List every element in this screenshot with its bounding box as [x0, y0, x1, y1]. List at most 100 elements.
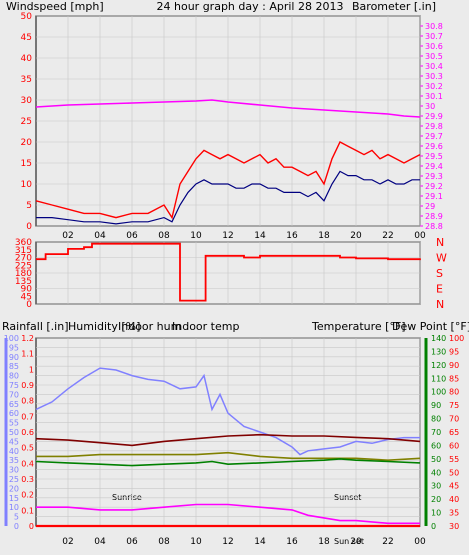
temperature-line — [35, 458, 421, 467]
sunset-axis-label: Sun set — [334, 537, 364, 546]
windspeed-tick-label: 10 — [21, 180, 33, 190]
barometer-tick-label: 29.9 — [425, 112, 443, 121]
humidity-tick-label: 70 — [9, 390, 19, 399]
rain-tick-label: 0.1 — [21, 506, 34, 515]
rain-tick-label: 0 — [29, 522, 34, 531]
barometer-tick-label: 28.8 — [425, 222, 443, 231]
temperature-tick-label: 110 — [431, 374, 446, 383]
bottom-x-tick-label: 06 — [126, 537, 138, 547]
x-tick-label: 20 — [350, 231, 362, 241]
winddir-minor-label: 225 — [15, 261, 32, 271]
temperature-tick-label: 140 — [431, 334, 446, 343]
humidity-tick-label: 95 — [9, 343, 19, 352]
humidity-tick-label: 50 — [9, 428, 19, 437]
humidity-tick-label: 45 — [9, 437, 19, 446]
barometer-tick-label: 30.2 — [425, 82, 443, 91]
humidity-tick-label: 10 — [9, 503, 19, 512]
winddir-minor-label: 135 — [15, 277, 32, 287]
barometer-tick-label: 29.7 — [425, 132, 443, 141]
dewpoint-tick-label: 100 — [449, 334, 464, 343]
rain-tick-label: 0.2 — [21, 491, 34, 500]
bottom-x-tick-label: 22 — [382, 537, 393, 547]
legend-indoor-temp: Indoor temp — [172, 320, 239, 333]
bottom-x-tick-label: 02 — [62, 537, 73, 547]
barometer-tick-label: 30.3 — [425, 72, 443, 81]
winddir-minor-label: 315 — [15, 246, 32, 256]
temperature-tick-label: 80 — [431, 415, 441, 424]
humidity-tick-label: 20 — [9, 484, 19, 493]
dewpoint-tick-label: 85 — [449, 374, 459, 383]
rain-tick-label: 0.6 — [21, 428, 34, 437]
x-tick-label: 04 — [94, 231, 106, 241]
barometer-tick-label: 28.9 — [425, 212, 443, 221]
windspeed-tick-label: 45 — [21, 33, 32, 43]
rain-tick-label: 1.1 — [21, 350, 34, 359]
temperature-tick-label: 20 — [431, 495, 441, 504]
x-tick-label: 22 — [382, 231, 393, 241]
bottom-x-tick-label: 10 — [190, 537, 202, 547]
windspeed-tick-label: 50 — [21, 12, 33, 22]
dewpoint-tick-label: 50 — [449, 468, 459, 477]
barometer-tick-label: 29.5 — [425, 152, 443, 161]
humidity-tick-label: 60 — [9, 409, 19, 418]
rain-tick-label: 0.8 — [21, 397, 34, 406]
indoor-temp-line — [35, 433, 421, 447]
x-tick-label: 06 — [126, 231, 138, 241]
barometer-tick-label: 29.3 — [425, 172, 443, 181]
dewpoint-tick-label: 30 — [449, 522, 459, 531]
dewpoint-tick-label: 90 — [449, 361, 459, 370]
rain-tick-label: 0.9 — [21, 381, 34, 390]
compass-label: N — [436, 298, 444, 311]
humidity-line — [35, 367, 420, 456]
temperature-tick-label: 0 — [431, 522, 436, 531]
humidity-tick-label: 85 — [9, 362, 19, 371]
winddir-tick-label: 0 — [26, 300, 32, 310]
bottom-x-tick-label: 20 — [350, 537, 362, 547]
barometer-tick-label: 30.4 — [425, 62, 443, 71]
temperature-tick-label: 120 — [431, 361, 446, 370]
x-tick-label: 12 — [222, 231, 233, 241]
humidity-tick-label: 65 — [9, 400, 19, 409]
x-tick-label: 14 — [254, 231, 266, 241]
humidity-tick-label: 5 — [14, 513, 19, 522]
humidity-tick-label: 55 — [9, 419, 19, 428]
compass-label: N — [436, 236, 444, 249]
humidity-tick-label: 25 — [9, 475, 19, 484]
rain-tick-label: 0.7 — [21, 412, 34, 421]
dewpoint-tick-label: 40 — [449, 495, 459, 504]
temperature-tick-label: 30 — [431, 482, 441, 491]
rain-tick-label: 1 — [29, 365, 34, 374]
temperature-tick-label: 10 — [431, 509, 441, 518]
humidity-tick-label: 100 — [4, 334, 19, 343]
windspeed-tick-label: 35 — [21, 75, 32, 85]
humidity-tick-label: 40 — [9, 447, 19, 456]
indoor-hum-line — [36, 451, 421, 462]
temperature-tick-label: 130 — [431, 347, 446, 356]
windspeed-tick-label: 20 — [21, 138, 33, 148]
x-tick-label: 18 — [318, 231, 330, 241]
dew-point-line — [36, 503, 420, 525]
windspeed-tick-label: 40 — [21, 54, 33, 64]
humidity-tick-label: 0 — [14, 522, 19, 531]
x-tick-label: 10 — [190, 231, 202, 241]
dewpoint-tick-label: 45 — [449, 482, 459, 491]
wind-average-line — [36, 170, 420, 225]
barometer-tick-label: 29.8 — [425, 122, 443, 131]
windspeed-tick-label: 0 — [26, 222, 32, 232]
x-tick-label: 16 — [286, 231, 298, 241]
barometer-tick-label: 29.6 — [425, 142, 443, 151]
dewpoint-tick-label: 65 — [449, 428, 459, 437]
rainfall-label: Rainfall [.in] — [2, 320, 69, 333]
humidity-tick-label: 15 — [9, 494, 19, 503]
barometer-tick-label: 29.4 — [425, 162, 443, 171]
bottom-x-tick-label: 04 — [94, 537, 106, 547]
dewpoint-tick-label: 75 — [449, 401, 459, 410]
barometer-tick-label: 29.1 — [425, 192, 443, 201]
x-tick-label: 00 — [414, 231, 426, 241]
rain-tick-label: 0.4 — [21, 459, 34, 468]
bottom-x-tick-label: 16 — [286, 537, 298, 547]
humidity-tick-label: 90 — [9, 353, 19, 362]
winddir-minor-label: 45 — [21, 292, 32, 302]
